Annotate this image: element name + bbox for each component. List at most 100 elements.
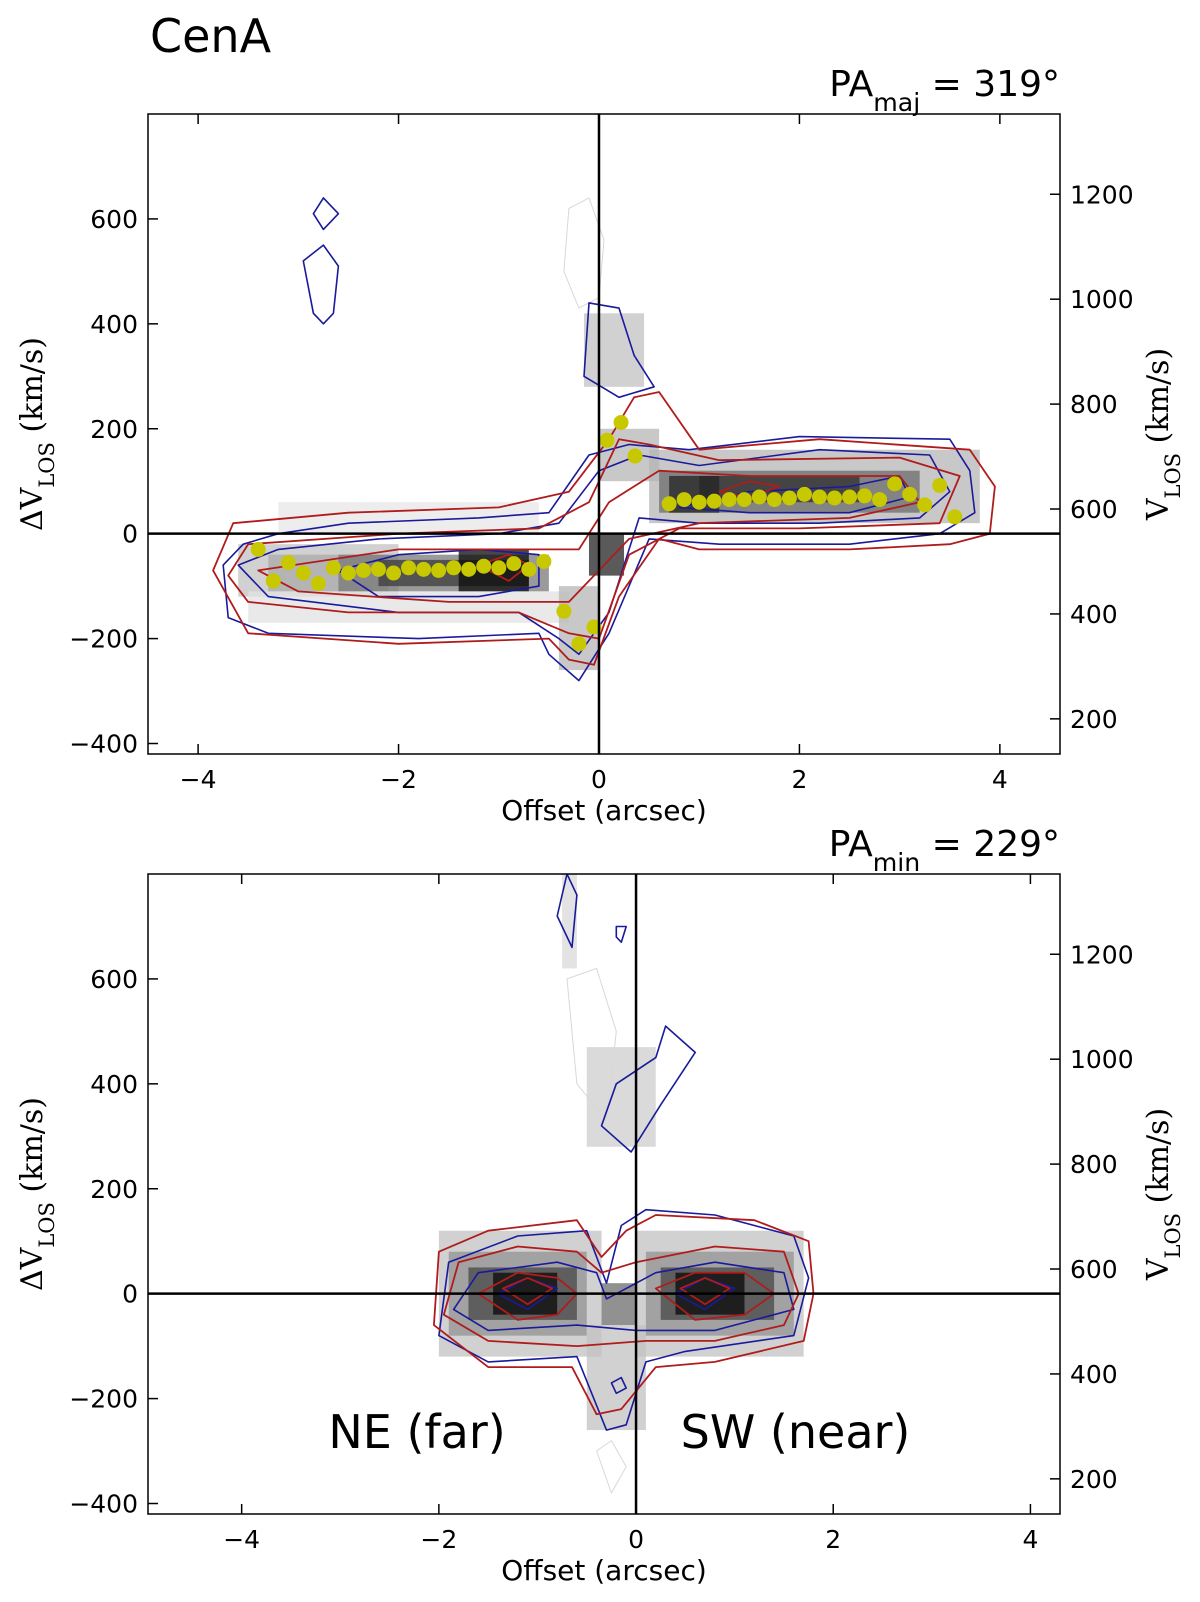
- x-tick-label: 4: [992, 765, 1008, 794]
- x-tick-label: 4: [1022, 1525, 1038, 1554]
- velocity-point: [751, 489, 767, 505]
- x-tick-label: 2: [791, 765, 807, 794]
- x-tick-label: −2: [420, 1525, 457, 1554]
- blue-contour: [610, 1376, 627, 1395]
- y-tick-label: 600: [90, 965, 138, 994]
- velocity-point: [627, 448, 643, 464]
- y2-tick-label: 400: [1070, 1360, 1118, 1389]
- velocity-point: [325, 560, 341, 576]
- plot-area: [433, 874, 815, 1494]
- y2-axis-label: VLOS (km/s): [1141, 1108, 1185, 1281]
- velocity-point: [781, 490, 797, 506]
- velocity-point: [556, 603, 572, 619]
- velocity-point: [599, 432, 615, 448]
- heatmap-cell: [586, 1047, 656, 1147]
- y-axis-label-unit: (km/s): [15, 337, 50, 442]
- y-axis-label-unit: (km/s): [15, 1097, 50, 1202]
- velocity-point: [932, 477, 948, 493]
- y2-axis-label-sub: LOS: [1161, 1213, 1185, 1259]
- velocity-point: [872, 492, 888, 508]
- velocity-point: [446, 560, 462, 576]
- red-contour: [442, 1245, 800, 1347]
- velocity-point: [295, 565, 311, 581]
- x-tick-label: −2: [380, 765, 417, 794]
- pa-label: PAmaj = 319°: [829, 64, 1060, 117]
- velocity-point: [506, 556, 522, 572]
- y-tick-label: −400: [69, 1490, 138, 1519]
- y2-tick-label: 200: [1070, 1465, 1118, 1494]
- velocity-point: [401, 560, 417, 576]
- y-axis-label-sub: LOS: [35, 442, 59, 488]
- velocity-point: [431, 562, 447, 578]
- blue-contour: [452, 1261, 795, 1332]
- x-axis-label: Offset (arcsec): [501, 1554, 707, 1587]
- y2-axis-label-sub: LOS: [1161, 453, 1185, 499]
- y2-tick-label: 800: [1070, 390, 1118, 419]
- blue-contour: [302, 244, 340, 325]
- x-tick-label: −4: [180, 765, 217, 794]
- y-tick-label: −400: [69, 730, 138, 759]
- velocity-point: [280, 555, 296, 571]
- velocity-point: [613, 414, 629, 430]
- y-tick-label: 400: [90, 1070, 138, 1099]
- pa-label-unit: = 319°: [920, 64, 1060, 105]
- velocity-point: [676, 492, 692, 508]
- y-axis-label: ΔVLOS (km/s): [15, 1097, 59, 1291]
- velocity-point: [736, 492, 752, 508]
- velocity-point: [521, 561, 537, 577]
- velocity-point: [571, 636, 587, 652]
- velocity-point: [811, 489, 827, 505]
- plot-area: [212, 197, 996, 682]
- velocity-point: [461, 561, 477, 577]
- velocity-point: [887, 476, 903, 492]
- y-axis-label-base: ΔV: [15, 486, 50, 531]
- y-axis-label: ΔVLOS (km/s): [15, 337, 59, 531]
- velocity-point: [766, 492, 782, 508]
- y2-tick-label: 1200: [1070, 940, 1134, 969]
- red-contour: [679, 1277, 731, 1306]
- gray-contour: [596, 1440, 627, 1494]
- x-tick-label: 2: [825, 1525, 841, 1554]
- pa-label-sub: maj: [873, 88, 920, 117]
- gray-contour: [566, 967, 617, 1122]
- y2-axis-label-unit: (km/s): [1141, 348, 1176, 453]
- y-tick-label: 600: [90, 205, 138, 234]
- figure-title: CenA: [150, 9, 272, 63]
- blue-contour: [583, 302, 655, 399]
- y2-tick-label: 1000: [1070, 285, 1134, 314]
- blue-contour: [674, 1277, 736, 1311]
- y-axis-label-base: ΔV: [15, 1246, 50, 1291]
- y-tick-label: 0: [122, 1280, 138, 1309]
- velocity-point: [265, 573, 281, 589]
- velocity-point: [416, 561, 432, 577]
- blue-contour: [438, 1208, 810, 1431]
- plot-frame: [147, 873, 1061, 1515]
- y-tick-label: 400: [90, 310, 138, 339]
- major-axis-panel: −4 −2 0 2 4 −400 −200 0 200 400 600 200 400 600 800 100…: [15, 64, 1185, 827]
- pa-label-sub: min: [873, 848, 921, 877]
- heatmap-cell: [588, 533, 625, 576]
- velocity-point: [250, 541, 266, 557]
- pa-label: PAmin = 229°: [829, 824, 1060, 877]
- blue-contour: [337, 548, 540, 598]
- y-tick-label: −200: [69, 625, 138, 654]
- minor-axis-panel: −4 −2 0 2 4 −400 −200 0 200 400 600 200 400 600 800 100…: [15, 824, 1185, 1587]
- velocity-point: [491, 560, 507, 576]
- x-tick-label: 0: [628, 1525, 644, 1554]
- red-contour: [227, 438, 961, 640]
- blue-contour: [615, 925, 627, 943]
- x-tick-label: 0: [591, 765, 607, 794]
- blue-contour: [497, 1277, 558, 1311]
- velocity-point: [536, 553, 552, 569]
- velocity-point: [586, 619, 602, 635]
- velocity-point: [691, 494, 707, 510]
- y-axis-label-sub: LOS: [35, 1202, 59, 1248]
- y-tick-label: 200: [90, 415, 138, 444]
- y2-tick-label: 800: [1070, 1150, 1118, 1179]
- velocity-point: [355, 562, 371, 578]
- y-tick-label: 200: [90, 1175, 138, 1204]
- velocity-point: [661, 496, 677, 512]
- velocity-point: [902, 486, 918, 502]
- y2-tick-label: 600: [1070, 1255, 1118, 1284]
- annotation-sw: SW (near): [681, 1405, 911, 1459]
